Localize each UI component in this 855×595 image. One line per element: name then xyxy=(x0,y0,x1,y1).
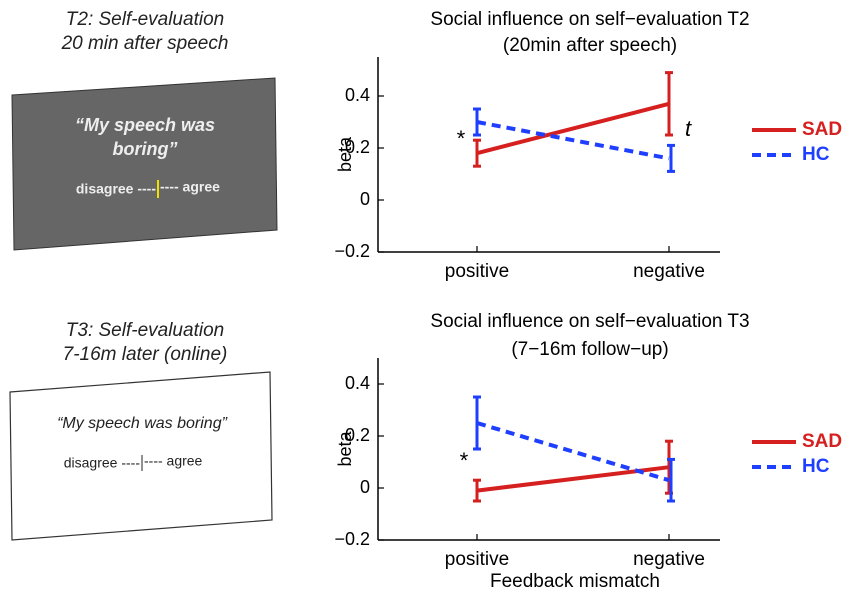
figure-svg: T2: Self-evaluation 20 min after speech … xyxy=(0,0,855,595)
quote: “My speech was boring” xyxy=(57,415,228,432)
y-tick-label: −0.2 xyxy=(334,529,370,549)
x-tick-label: negative xyxy=(633,261,705,282)
x-tick-label: negative xyxy=(633,549,705,570)
y-axis-label: beta xyxy=(335,136,355,172)
legend-label: HC xyxy=(802,456,830,477)
y-tick-label: −0.2 xyxy=(334,241,370,261)
screen-light xyxy=(10,372,272,540)
figure: T2: Self-evaluation 20 min after speech … xyxy=(0,0,855,595)
screen-dark xyxy=(12,78,277,250)
y-tick-label: 0 xyxy=(360,477,370,497)
annotation: t xyxy=(685,116,692,141)
legend-label: SAD xyxy=(802,431,842,452)
chart-title: Social influence on self−evaluation T2 xyxy=(430,9,749,30)
scale-right: ---- agree xyxy=(144,453,203,469)
quote: boring” xyxy=(113,139,178,159)
y-tick-label: 0.4 xyxy=(345,373,370,393)
chart-subtitle: (20min after speech) xyxy=(503,35,677,56)
scale-right: ---- agree xyxy=(160,179,220,195)
panel-caption: T2: Self-evaluation xyxy=(66,9,224,30)
scale-left: disagree ---- xyxy=(76,181,156,197)
y-tick-label: 0 xyxy=(360,189,370,209)
legend-label: SAD xyxy=(802,119,842,140)
chart-subtitle: (7−16m follow−up) xyxy=(511,339,668,360)
series-line xyxy=(477,104,669,153)
annotation: * xyxy=(459,448,469,473)
y-axis-label: beta xyxy=(335,431,355,467)
x-axis-label: Feedback mismatch xyxy=(490,571,660,592)
series-line xyxy=(477,423,669,480)
panel-caption: 20 min after speech xyxy=(61,33,229,54)
y-tick-label: 0.4 xyxy=(345,85,370,105)
chart-title: Social influence on self−evaluation T3 xyxy=(430,311,749,332)
scale-left: disagree ---- xyxy=(64,455,141,471)
annotation: * xyxy=(456,126,466,151)
panel-caption: 7-16m later (online) xyxy=(63,344,228,365)
x-tick-label: positive xyxy=(445,261,509,282)
legend-label: HC xyxy=(802,144,830,165)
quote: “My speech was xyxy=(75,115,215,135)
x-tick-label: positive xyxy=(445,549,509,570)
panel-caption: T3: Self-evaluation xyxy=(66,320,224,341)
